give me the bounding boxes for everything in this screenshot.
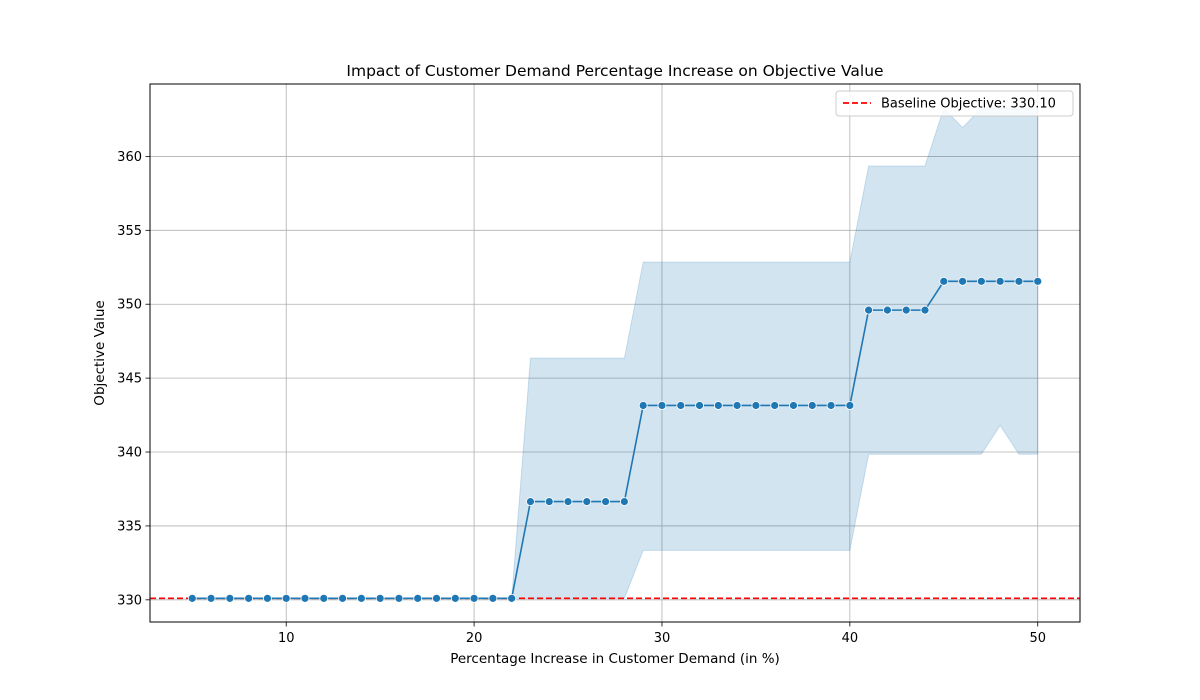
y-tick-label-4: 350 bbox=[117, 298, 142, 313]
data-point-9 bbox=[356, 593, 366, 603]
data-point-23 bbox=[619, 497, 629, 506]
data-point-45 bbox=[1033, 276, 1043, 286]
data-point-39 bbox=[920, 305, 930, 315]
legend-baseline-label: Baseline Objective: 330.10 bbox=[881, 97, 1056, 112]
x-tick-label-2: 30 bbox=[654, 631, 671, 646]
data-point-24 bbox=[638, 401, 648, 410]
data-point-7 bbox=[319, 593, 329, 603]
data-point-0 bbox=[187, 593, 197, 603]
x-axis-ticks: 10 20 30 40 50 bbox=[278, 622, 1046, 646]
confidence-band bbox=[192, 107, 1039, 599]
data-point-25 bbox=[657, 401, 667, 410]
data-point-40 bbox=[939, 276, 949, 286]
data-point-22 bbox=[601, 497, 611, 506]
data-point-34 bbox=[826, 401, 836, 410]
data-point-3 bbox=[244, 593, 254, 603]
data-point-44 bbox=[1014, 276, 1024, 286]
series-layer bbox=[192, 280, 1038, 600]
data-point-38 bbox=[901, 305, 911, 315]
data-point-30 bbox=[751, 401, 761, 410]
plot-area-frame bbox=[149, 83, 1081, 623]
data-point-21 bbox=[582, 497, 592, 506]
data-point-35 bbox=[845, 401, 855, 410]
data-point-10 bbox=[375, 593, 385, 603]
series-points-layer bbox=[187, 276, 1043, 603]
data-point-16 bbox=[488, 593, 498, 603]
y-tick-label-5: 355 bbox=[117, 224, 142, 239]
y-tick-label-3: 345 bbox=[117, 372, 142, 387]
x-tick-label-4: 50 bbox=[1029, 631, 1046, 646]
data-point-27 bbox=[695, 401, 704, 410]
data-point-33 bbox=[807, 401, 817, 410]
data-point-13 bbox=[432, 593, 441, 603]
data-point-26 bbox=[676, 401, 686, 410]
data-point-41 bbox=[958, 276, 967, 286]
legend-box bbox=[835, 90, 1074, 117]
y-axis-ticks: 330 335 340 345 350 355 360 bbox=[117, 150, 150, 608]
data-point-29 bbox=[732, 401, 742, 410]
data-point-17 bbox=[507, 593, 517, 603]
data-point-2 bbox=[225, 593, 235, 603]
data-point-19 bbox=[544, 497, 554, 506]
y-tick-label-2: 340 bbox=[117, 446, 142, 461]
x-tick-label-3: 40 bbox=[842, 631, 859, 646]
data-point-28 bbox=[713, 401, 723, 410]
data-point-5 bbox=[281, 593, 291, 603]
y-tick-label-1: 335 bbox=[117, 519, 142, 534]
data-point-42 bbox=[976, 276, 986, 286]
data-point-18 bbox=[526, 497, 535, 506]
x-tick-label-1: 20 bbox=[466, 631, 483, 646]
series-line bbox=[192, 280, 1038, 600]
chart-title: Impact of Customer Demand Percentage Inc… bbox=[346, 62, 883, 80]
y-axis-label: Objective Value bbox=[92, 300, 108, 405]
x-axis-label: Percentage Increase in Customer Demand (… bbox=[450, 651, 780, 667]
data-point-36 bbox=[864, 305, 874, 315]
data-point-43 bbox=[995, 276, 1005, 286]
legend: Baseline Objective: 330.10 bbox=[835, 90, 1074, 117]
confidence-band-layer bbox=[192, 107, 1039, 599]
data-point-12 bbox=[413, 593, 423, 603]
x-tick-label-0: 10 bbox=[278, 631, 295, 646]
data-point-6 bbox=[300, 593, 310, 603]
data-point-15 bbox=[469, 593, 479, 603]
data-point-37 bbox=[883, 305, 892, 315]
y-tick-label-0: 330 bbox=[117, 593, 142, 608]
data-point-8 bbox=[338, 593, 347, 603]
data-point-1 bbox=[206, 593, 216, 603]
data-point-32 bbox=[789, 401, 798, 410]
data-point-4 bbox=[263, 593, 272, 603]
data-point-20 bbox=[563, 497, 573, 506]
data-point-14 bbox=[450, 593, 460, 603]
data-point-31 bbox=[770, 401, 780, 410]
data-point-11 bbox=[394, 593, 404, 603]
y-tick-label-6: 360 bbox=[117, 150, 142, 165]
